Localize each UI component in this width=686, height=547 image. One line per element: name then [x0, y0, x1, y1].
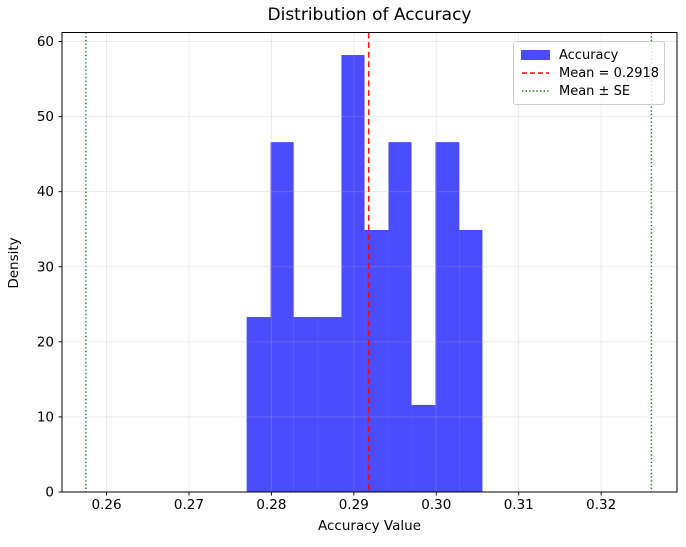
x-axis-label: Accuracy Value [318, 518, 421, 534]
y-tick-labels: 0 10 20 30 40 50 60 [37, 34, 54, 500]
y-tick-label: 30 [37, 259, 54, 275]
legend: Accuracy Mean = 0.2918 Mean ± SE [513, 41, 665, 105]
legend-dashed-line-icon [522, 72, 549, 74]
legend-dotted-line-icon [522, 90, 549, 92]
x-tick-label: 0.30 [421, 497, 451, 513]
x-tick-label: 0.32 [586, 497, 616, 513]
histogram-bar [435, 142, 460, 492]
legend-label: Mean = 0.2918 [559, 65, 660, 81]
x-ticks [106, 492, 602, 496]
x-tick-label: 0.31 [504, 497, 534, 513]
y-tick-label: 20 [37, 334, 54, 350]
y-ticks [58, 41, 62, 493]
x-tick-label: 0.27 [174, 497, 204, 513]
legend-patch-icon [521, 50, 550, 60]
histogram-bar [341, 55, 365, 493]
legend-label: Mean ± SE [559, 83, 631, 99]
y-axis-label: Density [6, 237, 22, 289]
y-tick-label: 60 [37, 34, 54, 50]
x-tick-label: 0.26 [91, 497, 121, 513]
y-tick-label: 40 [37, 184, 54, 200]
chart-title: Distribution of Accuracy [267, 5, 472, 25]
legend-label: Accuracy [559, 47, 619, 63]
y-tick-label: 0 [45, 485, 54, 501]
histogram-bars [246, 55, 483, 493]
x-tick-label: 0.29 [339, 497, 369, 513]
y-tick-label: 10 [37, 409, 54, 425]
legend-item-accuracy: Accuracy [521, 47, 656, 63]
legend-item-mean-se: Mean ± SE [521, 83, 656, 99]
histogram-bar [270, 142, 294, 492]
histogram-bar [364, 229, 389, 492]
legend-item-mean: Mean = 0.2918 [521, 65, 660, 81]
plot-border [61, 32, 678, 493]
histogram-bar [293, 317, 318, 492]
histogram-bar [246, 317, 271, 492]
x-tick-label: 0.28 [256, 497, 286, 513]
histogram-bar [317, 317, 342, 492]
histogram-bar [459, 229, 483, 492]
y-tick-label: 50 [37, 109, 54, 125]
histogram-bar [411, 404, 436, 492]
x-tick-labels: 0.26 0.27 0.28 0.29 0.30 0.31 0.32 [91, 497, 616, 513]
histogram-bar [388, 142, 412, 492]
